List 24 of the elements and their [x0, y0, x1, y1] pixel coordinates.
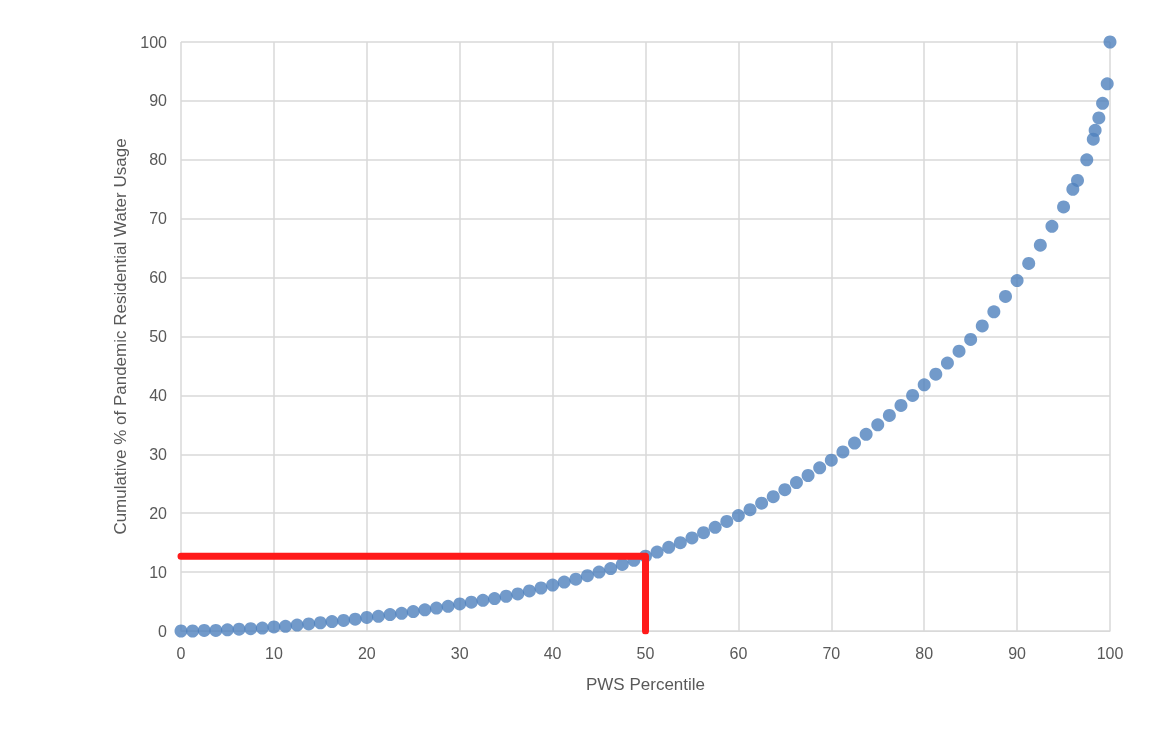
x-tick-label: 40: [543, 644, 562, 662]
y-tick-label: 70: [149, 210, 168, 228]
x-tick-label: 80: [915, 644, 934, 662]
y-tick-label: 0: [158, 622, 168, 640]
x-tick-label: 10: [265, 644, 283, 662]
x-tick-label: 20: [357, 644, 376, 662]
x-axis-title: PWS Percentile: [585, 675, 706, 694]
x-tick-label: 90: [1008, 644, 1027, 662]
y-tick-label: 20: [149, 504, 168, 522]
x-tick-label: 60: [729, 644, 748, 662]
x-tick-label: 0: [176, 644, 186, 662]
y-tick-label: 100: [140, 33, 168, 51]
y-axis-title: Cumulative % of Pandemic Residential Water Usage: [111, 138, 131, 535]
y-tick-label: 30: [149, 445, 168, 463]
y-tick-label: 50: [149, 328, 168, 345]
y-tick-label: 40: [149, 386, 168, 404]
y-tick-label: 10: [149, 563, 168, 581]
x-tick-label: 100: [1096, 644, 1124, 662]
y-tick-label: 90: [149, 92, 168, 110]
y-tick-label: 60: [149, 269, 168, 287]
x-tick-label: 50: [636, 644, 655, 662]
x-tick-label: 30: [450, 644, 469, 662]
y-tick-label: 80: [149, 151, 168, 169]
x-tick-label: 70: [822, 644, 841, 662]
